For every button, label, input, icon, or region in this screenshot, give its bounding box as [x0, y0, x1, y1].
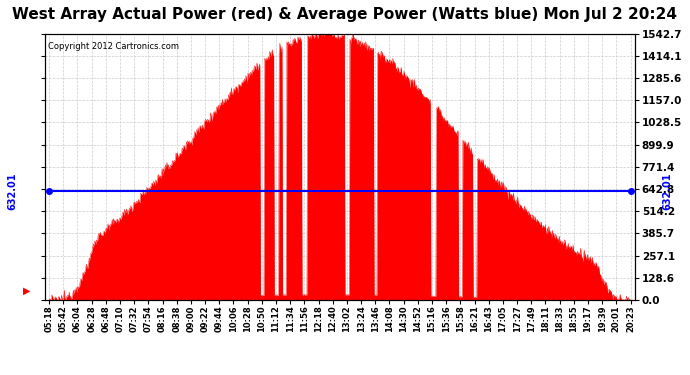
Text: 632.01: 632.01 — [662, 172, 672, 210]
Text: ▶: ▶ — [23, 286, 30, 296]
Text: Copyright 2012 Cartronics.com: Copyright 2012 Cartronics.com — [48, 42, 179, 51]
Text: West Array Actual Power (red) & Average Power (Watts blue) Mon Jul 2 20:24: West Array Actual Power (red) & Average … — [12, 8, 678, 22]
Text: 632.01: 632.01 — [8, 172, 17, 210]
